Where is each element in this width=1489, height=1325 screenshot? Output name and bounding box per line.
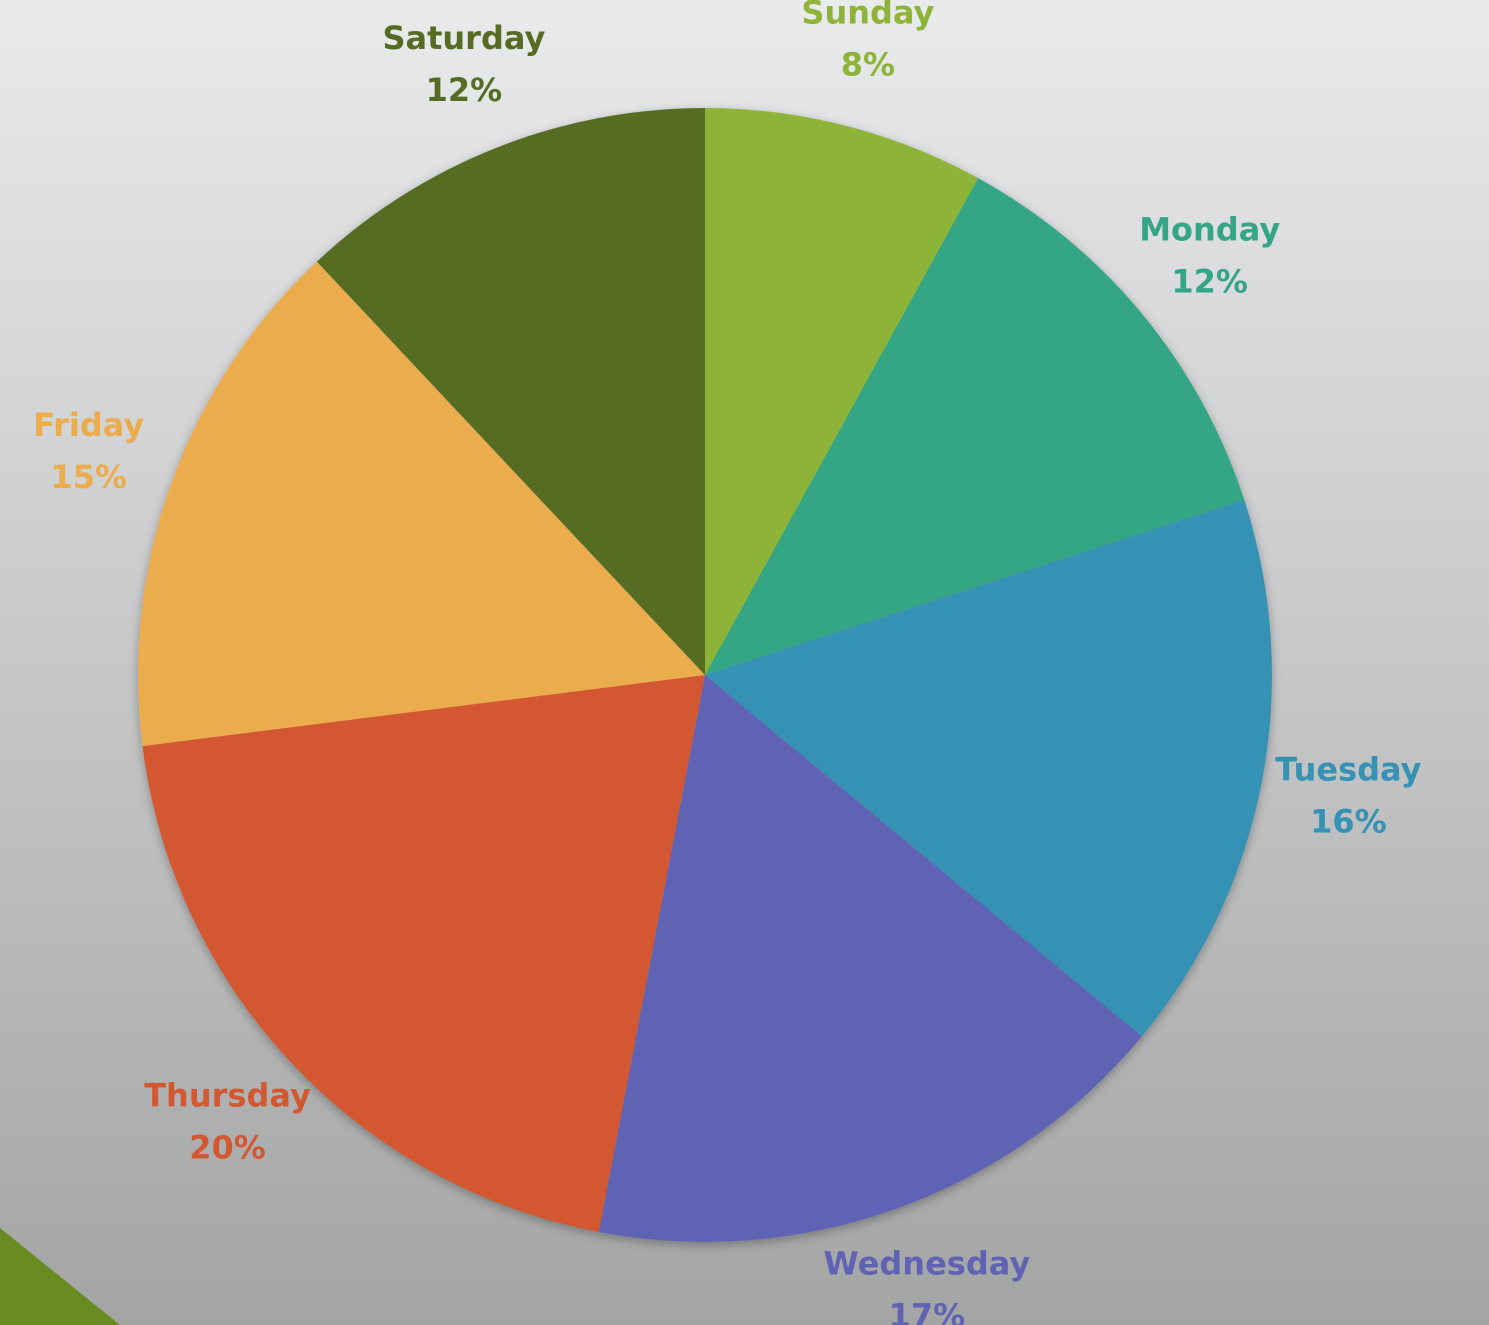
slice-label: Saturday bbox=[382, 19, 545, 57]
pie-slice bbox=[705, 178, 1245, 676]
corner-decoration bbox=[0, 1228, 120, 1325]
slice-label: Tuesday bbox=[1275, 751, 1421, 789]
value-label: 16% bbox=[1310, 803, 1387, 841]
value-label: 17% bbox=[889, 1296, 966, 1325]
slice-label: Thursday bbox=[144, 1076, 311, 1114]
pie-slice bbox=[138, 261, 705, 747]
pie-slice bbox=[705, 499, 1272, 1037]
pie bbox=[138, 108, 1272, 1242]
pie-slice bbox=[142, 675, 706, 1232]
slice-label: Friday bbox=[33, 406, 144, 444]
value-label: 20% bbox=[189, 1128, 266, 1166]
pie-slice bbox=[316, 108, 705, 675]
slice-label: Monday bbox=[1139, 210, 1280, 248]
slice-label: Wednesday bbox=[824, 1244, 1031, 1282]
value-label: 15% bbox=[50, 458, 127, 496]
value-label: 12% bbox=[426, 71, 503, 109]
slice-label: Sunday bbox=[801, 0, 934, 32]
pie-slice bbox=[705, 108, 979, 675]
value-label: 12% bbox=[1171, 262, 1248, 300]
pie-slice bbox=[598, 675, 1142, 1242]
value-label: 8% bbox=[841, 46, 895, 84]
